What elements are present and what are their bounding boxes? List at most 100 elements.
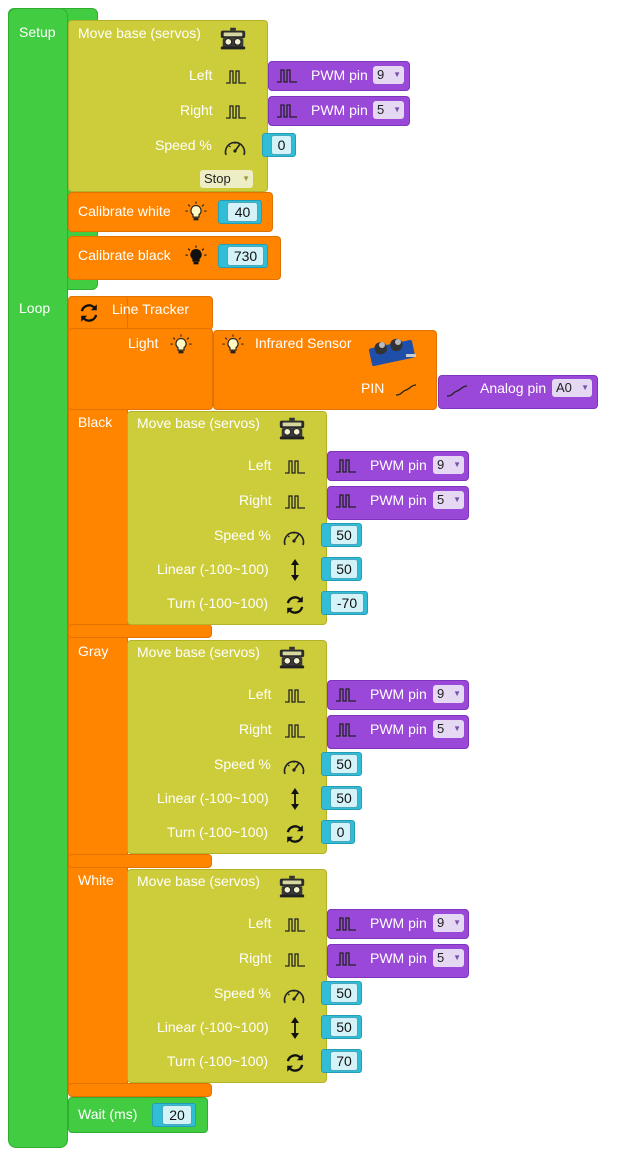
pwm-wave-icon <box>335 916 357 932</box>
gray-branch-footer <box>68 854 212 868</box>
black-branch-label: Black <box>78 414 113 430</box>
black-left-pwm-dropdown[interactable]: 9 ▼ <box>433 456 464 474</box>
pwm-wave-icon <box>335 687 357 703</box>
gray-linear-input[interactable]: 50 <box>330 788 358 808</box>
bulb-icon <box>170 334 192 356</box>
setup-right-label: Right <box>180 102 213 118</box>
robot-icon <box>277 417 307 441</box>
refresh-icon <box>284 1052 306 1074</box>
light-label: Light <box>128 335 159 351</box>
black-turn-input[interactable]: -70 <box>330 593 364 613</box>
white-right-pwm-value: 5 <box>437 950 445 965</box>
loop-label: Loop <box>19 300 51 316</box>
white-left-pwm-value: 9 <box>437 915 445 930</box>
setup-left-pwm-value: 9 <box>377 67 385 82</box>
setup-speed-input[interactable]: 0 <box>271 135 292 155</box>
pin-label: PIN <box>361 380 385 396</box>
gray-right-pwm-label: PWM pin <box>370 721 427 737</box>
chevron-down-icon: ▼ <box>453 724 461 733</box>
gray-turn-input[interactable]: 0 <box>330 822 351 842</box>
bulb-icon <box>222 334 244 356</box>
black-left-pwm-value: 9 <box>437 457 445 472</box>
white-branch-label: White <box>78 872 114 888</box>
pwm-wave-icon <box>335 951 357 967</box>
chevron-down-icon: ▼ <box>393 70 401 79</box>
black-speed-input[interactable]: 50 <box>330 525 358 545</box>
analog-wave-icon <box>446 384 468 398</box>
white-left-pwm-dropdown[interactable]: 9 ▼ <box>433 914 464 932</box>
analog-wave-icon <box>395 383 417 397</box>
gray-move-base-block[interactable] <box>127 640 327 854</box>
updown-arrow-icon <box>289 787 301 811</box>
wait-input[interactable]: 20 <box>162 1105 192 1125</box>
white-linear-label: Linear (-100~100) <box>157 1019 269 1035</box>
black-left-label: Left <box>248 457 272 473</box>
white-speed-label: Speed % <box>214 985 271 1001</box>
setup-label: Setup <box>19 24 56 40</box>
gray-right-label: Right <box>239 721 272 737</box>
pwm-wave-icon <box>335 722 357 738</box>
black-move-base-title: Move base (servos) <box>137 415 260 431</box>
setup-left-pwm-label: PWM pin <box>311 67 368 83</box>
setup-left-pwm-dropdown[interactable]: 9 ▼ <box>373 66 404 84</box>
gray-speed-label: Speed % <box>214 756 271 772</box>
refresh-icon <box>78 302 100 324</box>
gray-speed-input[interactable]: 50 <box>330 754 358 774</box>
white-linear-input[interactable]: 50 <box>330 1017 358 1037</box>
black-speed-label: Speed % <box>214 527 271 543</box>
setup-mode-value: Stop <box>204 171 231 186</box>
calibrate-black-label: Calibrate black <box>78 247 171 263</box>
updown-arrow-icon <box>289 1016 301 1040</box>
white-move-base-title: Move base (servos) <box>137 873 260 889</box>
pwm-wave-icon <box>276 103 298 119</box>
refresh-icon <box>284 594 306 616</box>
setup-loop-spine <box>8 8 68 1148</box>
pwm-wave-icon <box>284 459 306 475</box>
chevron-down-icon: ▼ <box>581 383 589 392</box>
black-linear-label: Linear (-100~100) <box>157 561 269 577</box>
infrared-sensor-icon <box>368 336 418 368</box>
pwm-wave-icon <box>284 723 306 739</box>
pwm-wave-icon <box>276 68 298 84</box>
analog-pin-dropdown[interactable]: A0 ▼ <box>552 379 592 397</box>
black-right-pwm-dropdown[interactable]: 5 ▼ <box>433 491 464 509</box>
setup-right-pwm-dropdown[interactable]: 5 ▼ <box>373 101 404 119</box>
pwm-wave-icon <box>284 688 306 704</box>
gray-right-pwm-value: 5 <box>437 721 445 736</box>
gray-linear-label: Linear (-100~100) <box>157 790 269 806</box>
pwm-wave-icon <box>335 458 357 474</box>
robot-icon <box>277 875 307 899</box>
pwm-wave-icon <box>284 917 306 933</box>
chevron-down-icon: ▼ <box>453 918 461 927</box>
white-speed-input[interactable]: 50 <box>330 983 358 1003</box>
line-tracker-title: Line Tracker <box>112 301 190 317</box>
chevron-down-icon: ▼ <box>453 460 461 469</box>
gray-left-pwm-dropdown[interactable]: 9 ▼ <box>433 685 464 703</box>
white-turn-input[interactable]: 70 <box>330 1051 358 1071</box>
speedometer-icon <box>282 527 306 549</box>
white-move-base-block[interactable] <box>127 869 327 1083</box>
pwm-wave-icon <box>225 104 247 120</box>
speedometer-icon <box>282 756 306 778</box>
chevron-down-icon: ▼ <box>393 105 401 114</box>
setup-right-pwm-value: 5 <box>377 102 385 117</box>
setup-move-base-title: Move base (servos) <box>78 25 201 41</box>
gray-right-pwm-dropdown[interactable]: 5 ▼ <box>433 720 464 738</box>
bulb-icon <box>185 201 207 223</box>
robot-icon <box>218 27 248 51</box>
setup-mode-dropdown[interactable]: Stop ▼ <box>200 170 253 188</box>
black-turn-label: Turn (-100~100) <box>167 595 269 611</box>
refresh-icon <box>284 823 306 845</box>
gray-turn-label: Turn (-100~100) <box>167 824 269 840</box>
black-branch-footer <box>68 624 212 638</box>
calibrate-black-input[interactable]: 730 <box>227 246 264 266</box>
wait-label: Wait (ms) <box>78 1106 138 1122</box>
white-turn-label: Turn (-100~100) <box>167 1053 269 1069</box>
black-move-base-block[interactable] <box>127 411 327 625</box>
white-right-pwm-dropdown[interactable]: 5 ▼ <box>433 949 464 967</box>
calibrate-white-input[interactable]: 40 <box>227 202 258 222</box>
black-linear-input[interactable]: 50 <box>330 559 358 579</box>
updown-arrow-icon <box>289 558 301 582</box>
gray-move-base-title: Move base (servos) <box>137 644 260 660</box>
pwm-wave-icon <box>284 952 306 968</box>
